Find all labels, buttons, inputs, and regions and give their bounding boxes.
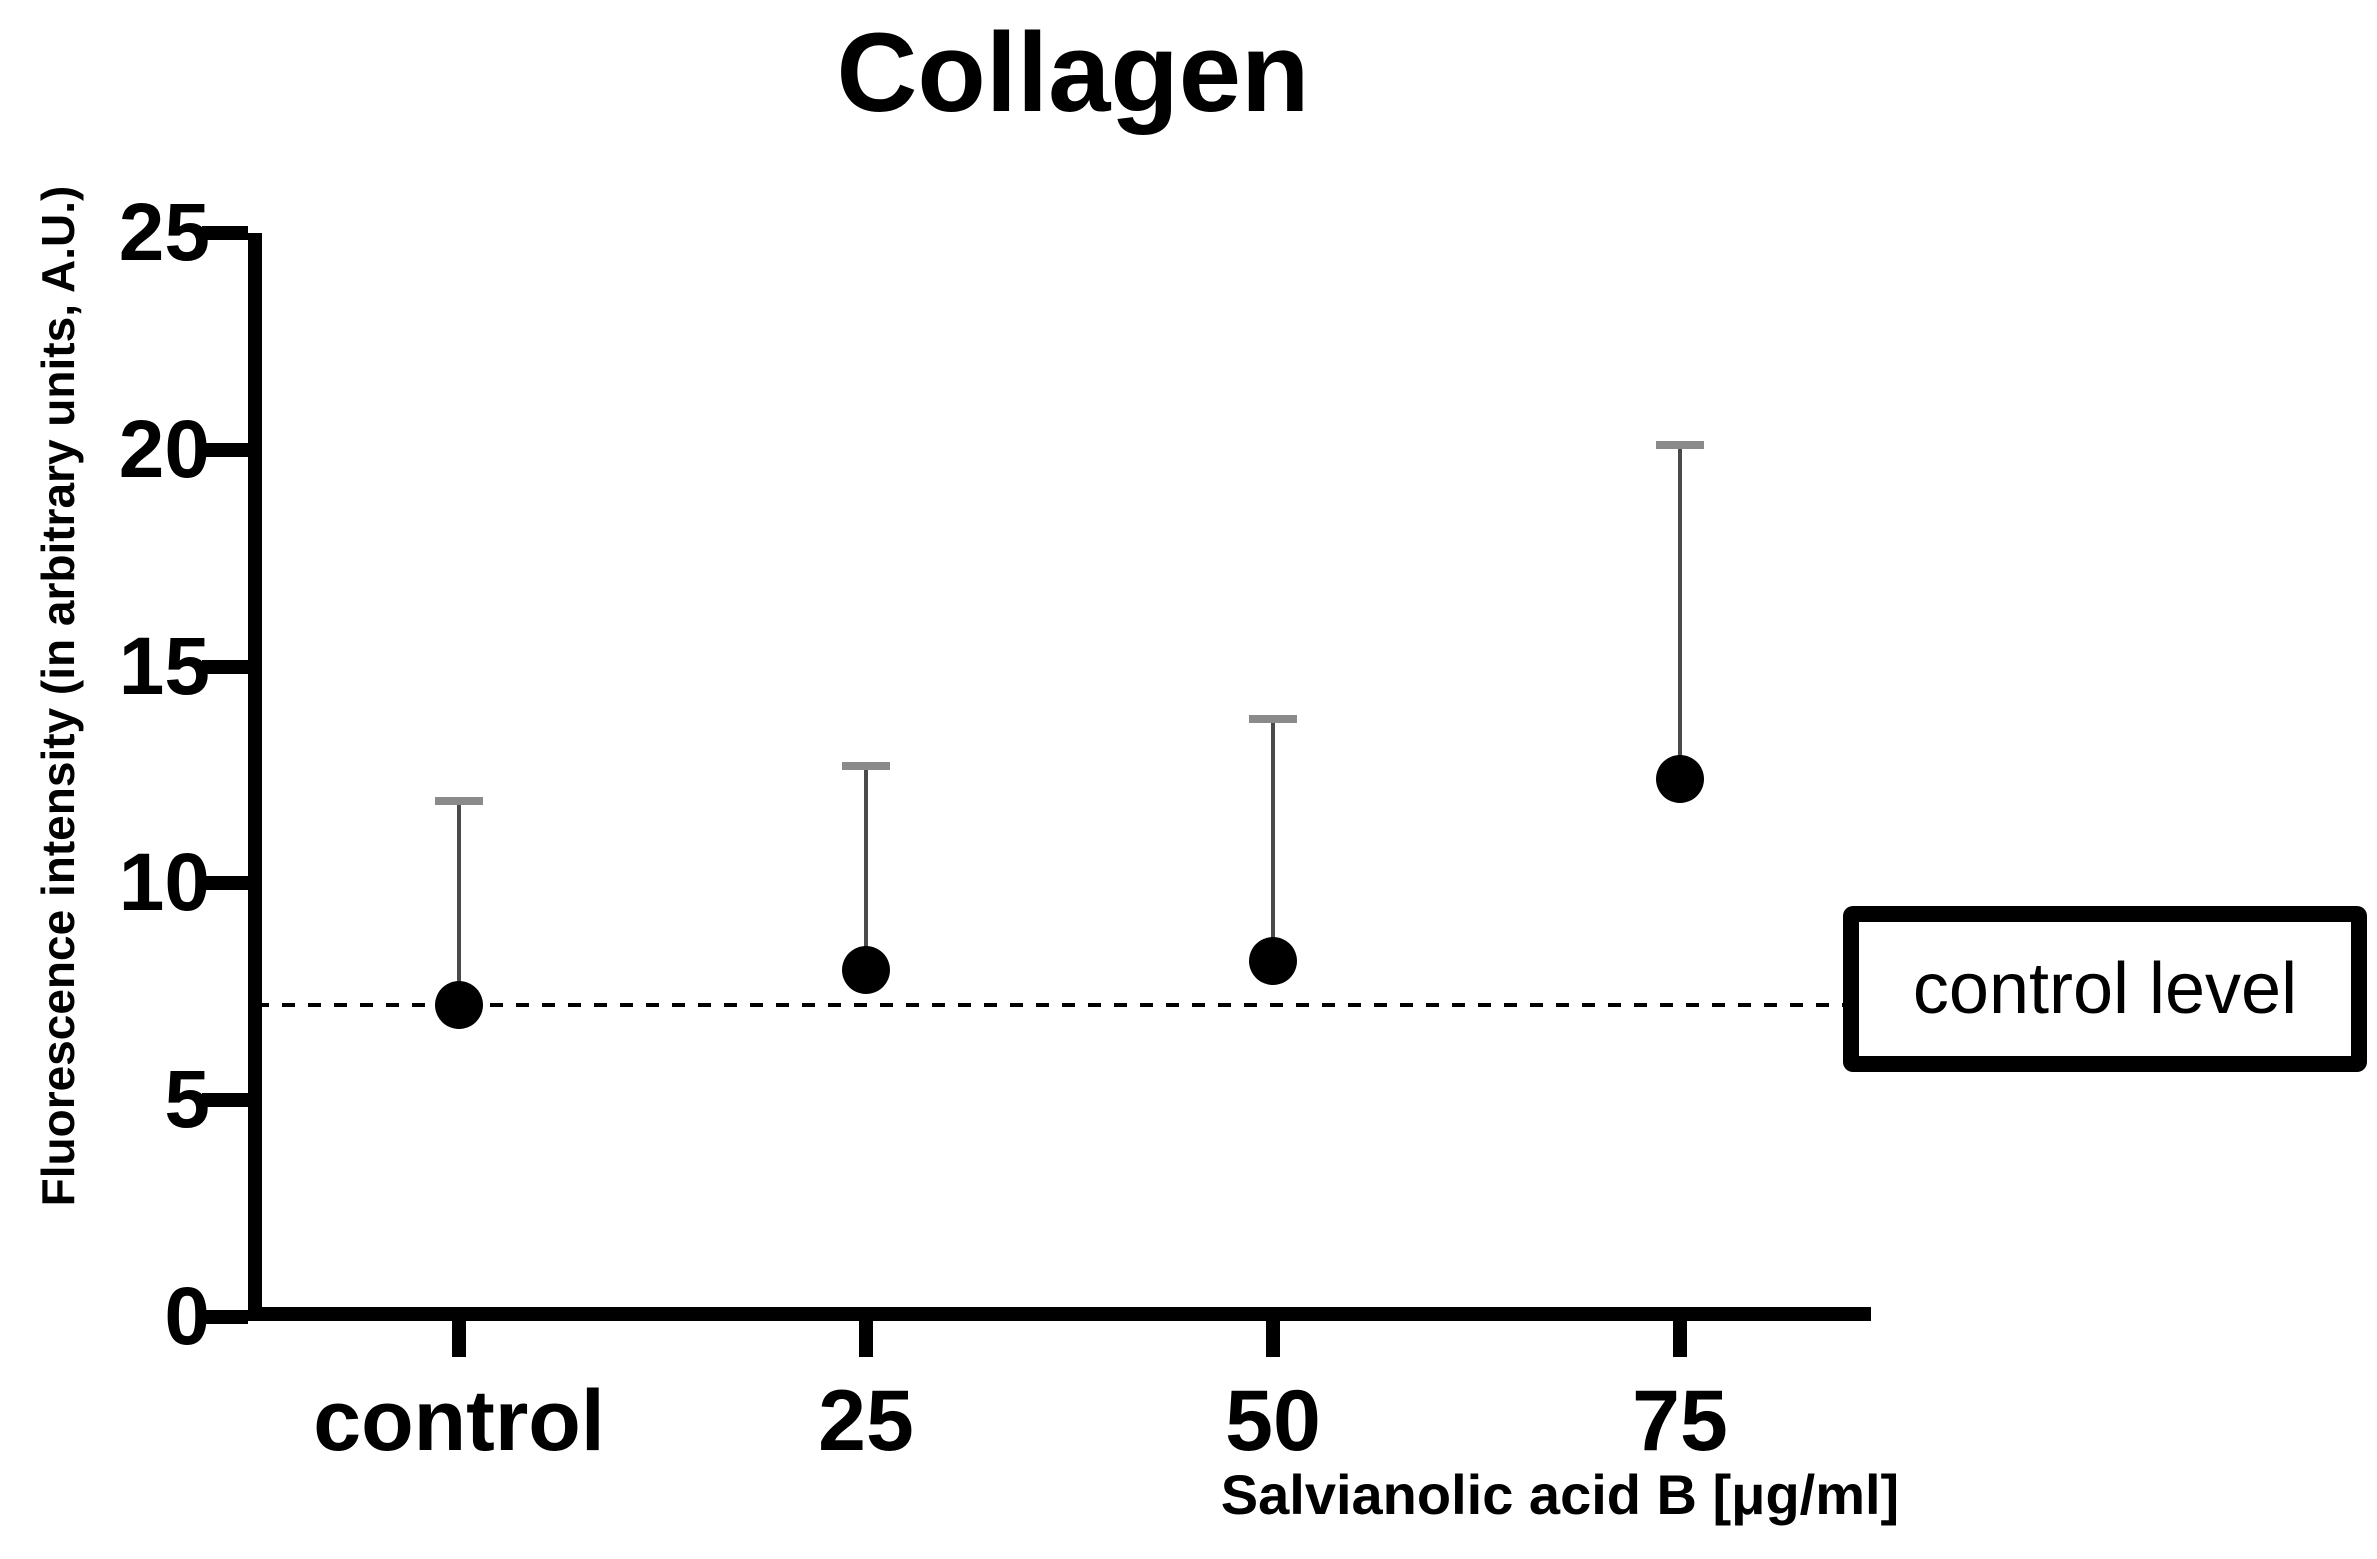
error-bar-cap xyxy=(435,797,483,806)
y-tick xyxy=(202,442,248,457)
y-tick xyxy=(202,1093,248,1108)
x-tick-label: 25 xyxy=(818,1373,914,1469)
control-level-box: control level xyxy=(1843,906,2367,1072)
error-bar-line xyxy=(1271,718,1275,962)
y-axis-line xyxy=(248,233,262,1321)
control-level-dashed-line xyxy=(256,1002,1843,1007)
data-point-marker xyxy=(1656,755,1704,804)
data-point-marker xyxy=(1249,937,1297,986)
x-tick xyxy=(452,1321,466,1357)
control-level-label: control level xyxy=(1912,949,2298,1029)
x-tick-label: control xyxy=(313,1373,605,1469)
x-axis-label: Salvianolic acid B [μg/ml] xyxy=(1220,1463,1900,1526)
error-bar-line xyxy=(864,766,868,971)
y-tick-label: 5 xyxy=(164,1054,210,1146)
data-point-marker xyxy=(842,946,890,995)
y-tick-label: 15 xyxy=(118,620,210,712)
error-bar-line xyxy=(1678,445,1682,780)
error-bar-cap xyxy=(1656,441,1704,450)
chart-title: Collagen xyxy=(836,10,1310,135)
y-tick-label: 10 xyxy=(118,837,210,929)
y-tick xyxy=(202,659,248,674)
y-tick-label: 0 xyxy=(164,1271,210,1362)
y-tick-label: 25 xyxy=(118,187,210,278)
y-tick xyxy=(202,226,248,240)
error-bar-cap xyxy=(1249,714,1297,723)
error-bar-line xyxy=(457,801,461,1005)
x-tick xyxy=(1266,1321,1280,1357)
x-tick-label: 75 xyxy=(1632,1373,1728,1469)
x-tick xyxy=(1673,1321,1687,1357)
y-tick xyxy=(202,876,248,891)
x-tick-label: 50 xyxy=(1225,1373,1321,1469)
error-bar-cap xyxy=(842,762,890,771)
y-tick-label: 20 xyxy=(118,403,210,495)
x-tick xyxy=(859,1321,873,1357)
y-tick xyxy=(202,1310,248,1324)
x-axis-line xyxy=(248,1307,1871,1321)
